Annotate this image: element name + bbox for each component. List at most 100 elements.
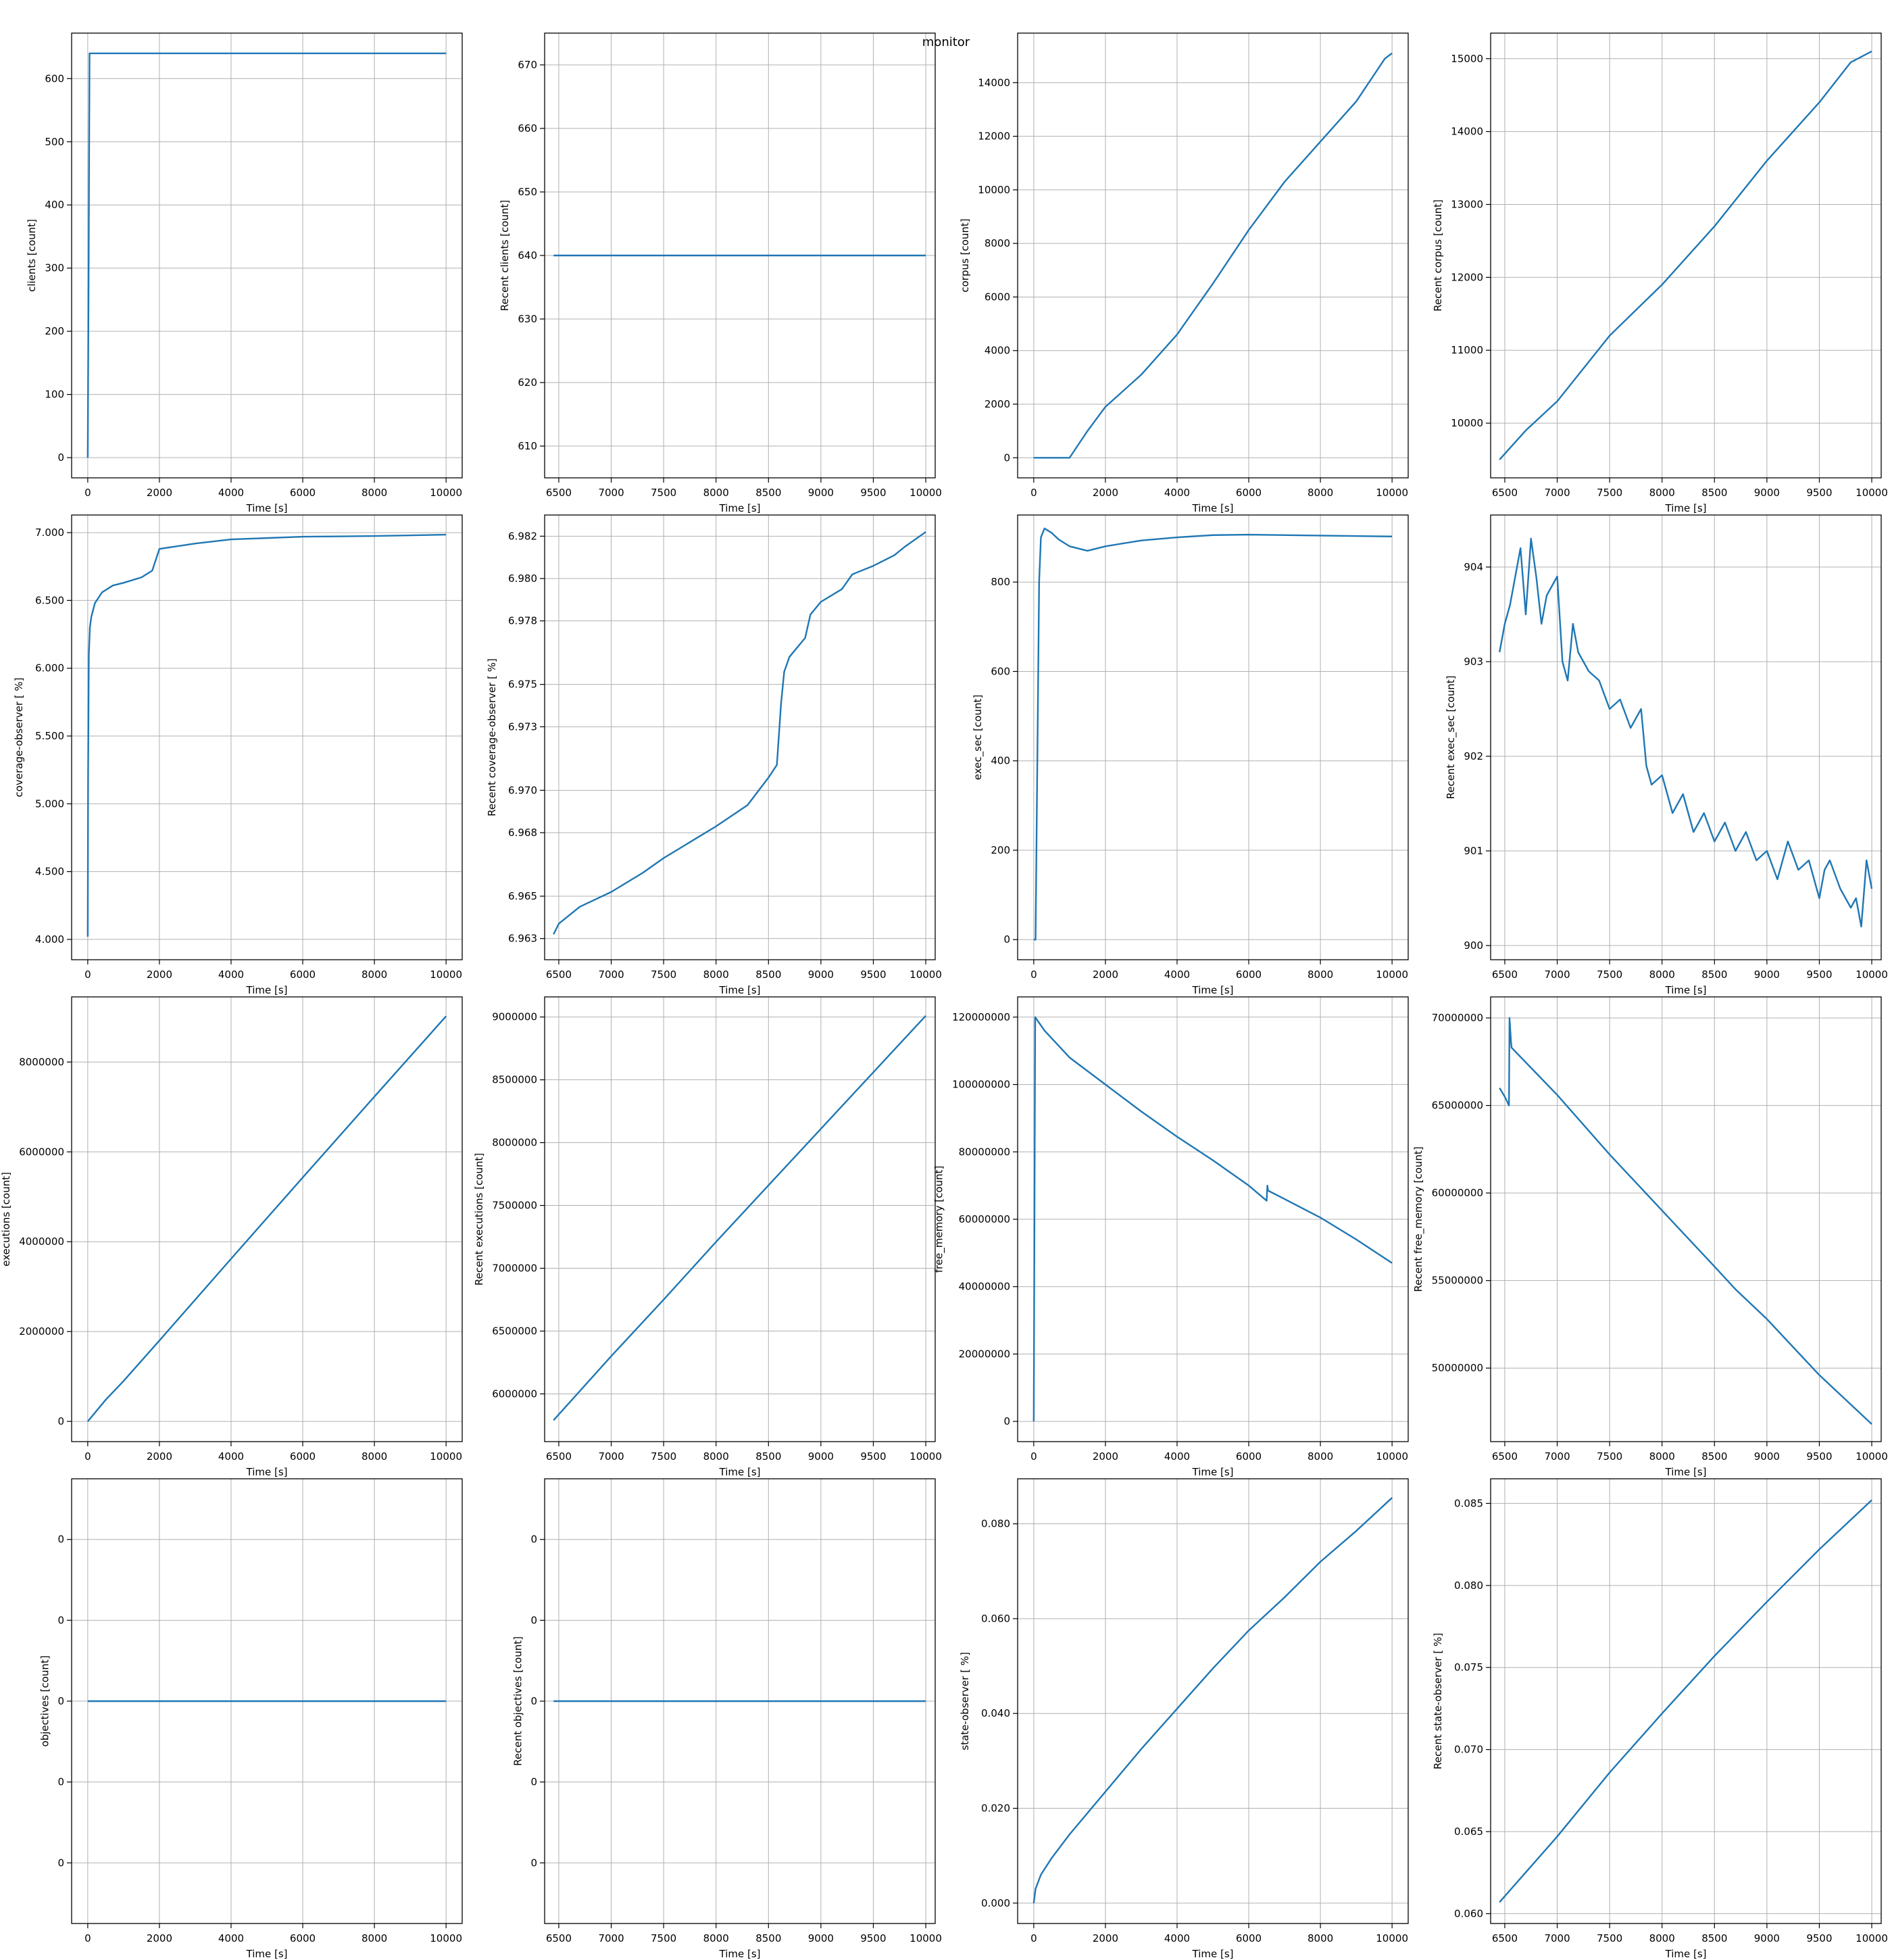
chart-15: 0 2000 4000 6000 8000 10000 0.000 0.020 0.040 0.0… <box>959 1478 1409 1960</box>
x-tick-label: 6000 <box>1236 1932 1262 1944</box>
series-line <box>1033 527 1393 941</box>
y-tick-label: 0.080 <box>981 1518 1010 1530</box>
x-tick-label: 7500 <box>651 487 676 499</box>
y-axis-label: clients [count] <box>26 219 38 292</box>
x-tick-label: 9000 <box>808 1932 834 1944</box>
x-tick-label: 0 <box>1030 969 1037 981</box>
x-tick-label: 8000 <box>1308 1450 1333 1463</box>
x-tick-label: 8000 <box>1308 487 1333 499</box>
y-axis-label: Recent state-observer [ %] <box>1432 1633 1444 1769</box>
y-tick-label: 903 <box>1464 656 1483 668</box>
x-tick-label: 9000 <box>1754 969 1780 981</box>
y-tick-label: 12000 <box>1451 271 1483 283</box>
x-tick-label: 6500 <box>1492 1932 1518 1944</box>
x-tick-label: 4000 <box>218 1450 244 1463</box>
chart-9: 0 2000 4000 6000 8000 10000 0 2000000 4000000 600… <box>0 996 463 1478</box>
series-line <box>1032 1497 1393 1903</box>
y-tick-label: 0 <box>1003 451 1010 464</box>
x-tick-label: 10000 <box>1376 487 1408 499</box>
x-tick-label: 6500 <box>546 487 572 499</box>
y-tick-label: 900 <box>1464 939 1483 952</box>
y-axis-label: coverage-observer [ %] <box>13 677 25 797</box>
plot-frame <box>71 1478 463 1924</box>
chart-13: 0 2000 4000 6000 8000 10000 0 0 0 0 0 Time [s] objec… <box>39 1478 463 1960</box>
x-tick-label: 9500 <box>860 969 886 981</box>
x-axis-label: Time [s] <box>719 1948 761 1960</box>
y-tick-label: 6500000 <box>492 1325 537 1337</box>
y-tick-label: 9000000 <box>492 1011 537 1023</box>
x-tick-label: 6500 <box>546 1932 572 1944</box>
x-tick-label: 8000 <box>1649 1932 1675 1944</box>
grid <box>1018 997 1408 1442</box>
y-tick-label: 6000000 <box>19 1146 64 1158</box>
y-tick-label: 14000 <box>978 76 1010 89</box>
y-tick-label: 0 <box>57 1776 64 1788</box>
y-tick-label: 5.500 <box>35 730 64 742</box>
y-tick-label: 0.070 <box>1454 1744 1483 1756</box>
grid <box>1018 33 1408 478</box>
chart-3: 0 2000 4000 6000 8000 10000 0 2000 4000 6000 8000 1… <box>959 32 1409 514</box>
plot-frame <box>1490 32 1882 479</box>
series-line <box>86 1015 447 1422</box>
grid <box>1491 997 1881 1442</box>
x-axis-label: Time [s] <box>246 984 288 996</box>
series-line <box>1499 1016 1872 1425</box>
y-tick-label: 610 <box>518 440 537 452</box>
y-tick-label: 630 <box>518 313 537 325</box>
y-tick-label: 0.020 <box>981 1803 1010 1815</box>
x-tick-label: 9000 <box>808 487 834 499</box>
chart-8: 6500 7000 7500 8000 8500 9000 9500 10000 900 901 9… <box>1445 514 1888 996</box>
chart-11: 0 2000 4000 6000 8000 10000 0 20000000 40000000 6… <box>933 996 1409 1478</box>
x-tick-label: 8000 <box>362 1450 387 1463</box>
x-tick-label: 9000 <box>1754 487 1780 499</box>
series-line <box>86 52 447 458</box>
y-axis-label: Recent clients [count] <box>499 200 511 311</box>
x-tick-label: 7500 <box>1597 487 1622 499</box>
grid <box>545 997 935 1442</box>
x-tick-label: 7000 <box>598 969 624 981</box>
plot-frame <box>71 32 463 479</box>
x-tick-label: 9500 <box>1806 969 1832 981</box>
x-tick-label: 7000 <box>598 487 624 499</box>
x-tick-label: 0 <box>84 1450 91 1463</box>
x-tick-label: 8500 <box>1701 487 1727 499</box>
x-tick-label: 0 <box>1030 1450 1037 1463</box>
plot-frame <box>1490 1478 1882 1924</box>
x-tick-label: 9000 <box>808 969 834 981</box>
x-tick-label: 9500 <box>860 1932 886 1944</box>
x-tick-label: 8000 <box>362 487 387 499</box>
x-axis-label: Time [s] <box>1665 502 1707 514</box>
y-tick-label: 11000 <box>1451 344 1483 356</box>
y-tick-label: 4.000 <box>35 933 64 946</box>
x-tick-label: 4000 <box>218 487 244 499</box>
x-tick-label: 7500 <box>1597 1450 1622 1463</box>
x-tick-label: 6500 <box>1492 1450 1518 1463</box>
x-tick-label: 10000 <box>910 487 942 499</box>
y-tick-label: 200 <box>45 325 64 337</box>
chart-6: 6500 7000 7500 8000 8500 9000 9500 10000 6.963 6.… <box>486 514 942 996</box>
y-tick-label: 0.040 <box>981 1707 1010 1719</box>
x-tick-label: 6000 <box>1236 1450 1262 1463</box>
x-tick-label: 6500 <box>546 1450 572 1463</box>
x-tick-label: 9000 <box>808 1450 834 1463</box>
x-tick-label: 8000 <box>703 969 729 981</box>
x-tick-label: 8500 <box>755 1450 781 1463</box>
y-tick-label: 12000 <box>978 130 1010 143</box>
grid <box>1491 33 1881 478</box>
y-tick-label: 0 <box>57 1857 64 1869</box>
y-tick-label: 15000 <box>1451 53 1483 65</box>
y-tick-label: 7500000 <box>492 1200 537 1212</box>
chart-5: 0 2000 4000 6000 8000 10000 4.000 4.500 5.000 5.5… <box>13 514 463 996</box>
y-tick-label: 6.973 <box>508 720 537 733</box>
x-tick-label: 7500 <box>651 1450 676 1463</box>
x-axis-label: Time [s] <box>1665 1466 1707 1478</box>
x-axis-label: Time [s] <box>1192 502 1234 514</box>
x-tick-label: 0 <box>84 1932 91 1944</box>
y-axis-label: corpus [count] <box>959 218 971 292</box>
y-tick-label: 620 <box>518 376 537 389</box>
y-tick-label: 6.970 <box>508 784 537 796</box>
y-tick-label: 60000000 <box>1432 1187 1483 1199</box>
series-line <box>1499 1499 1872 1903</box>
x-tick-label: 8500 <box>755 487 781 499</box>
